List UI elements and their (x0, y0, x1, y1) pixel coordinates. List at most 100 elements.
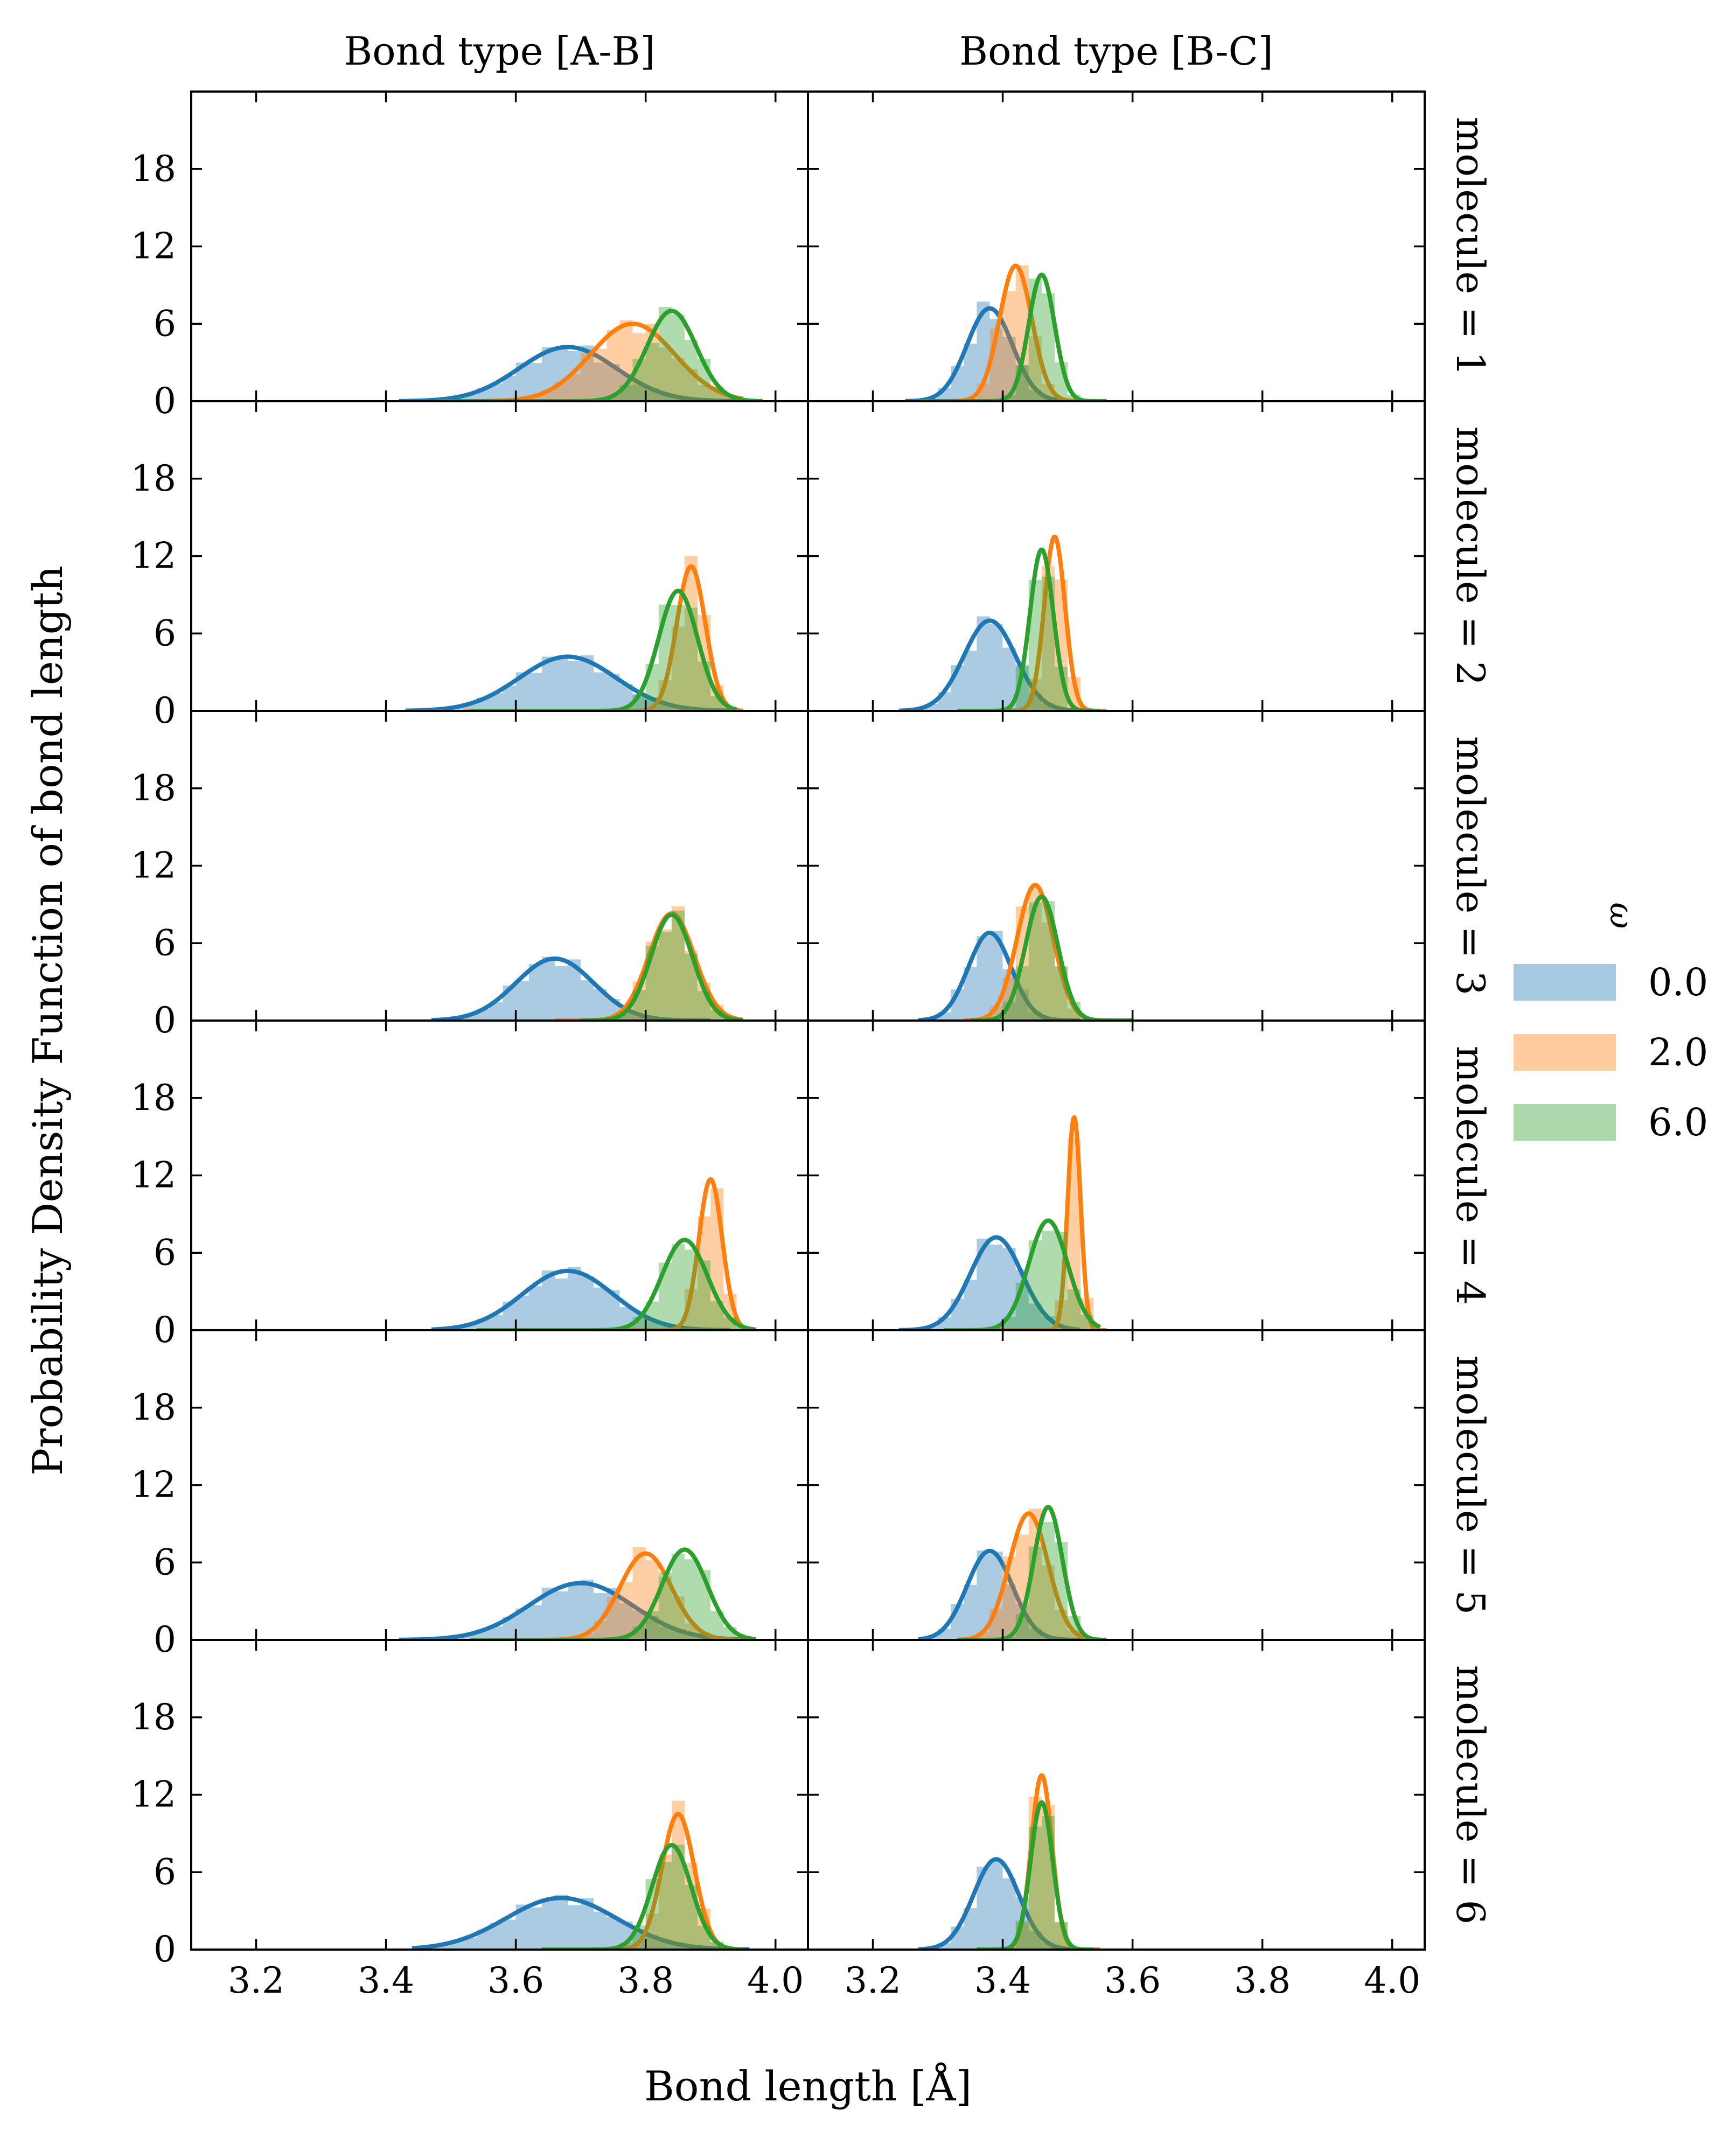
hist-bar-omega-0.0 (503, 1919, 516, 1950)
hist-bar-omega-2.0 (568, 374, 581, 401)
x-tick-label: 3.4 (974, 1960, 1031, 2001)
hist-bar-omega-6.0 (671, 1553, 685, 1640)
hist-bar-omega-0.0 (964, 651, 977, 711)
kde-line-omega-2.0 (463, 564, 744, 711)
legend-label: 6.0 (1648, 1100, 1708, 1144)
row-label: molecule = 1 (1448, 117, 1493, 376)
panel-frame (190, 710, 809, 1022)
y-tick-label: 12 (131, 1774, 176, 1815)
kde-line-omega-2.0 (917, 263, 1095, 401)
kde-line-omega-0.0 (904, 306, 1082, 401)
panel-frame (807, 1639, 1426, 1951)
hist-bar-omega-0.0 (1002, 1878, 1016, 1950)
panel-frame (190, 400, 809, 712)
hist-bar-omega-0.0 (594, 672, 607, 711)
legend-label: 2.0 (1648, 1030, 1708, 1074)
y-tick-label: 0 (154, 1929, 176, 1970)
hist-bar-omega-0.0 (515, 1295, 529, 1330)
hist-bar-omega-0.0 (438, 1944, 451, 1950)
hist-bar-omega-0.0 (541, 956, 555, 1021)
y-tick-label: 6 (154, 1851, 176, 1892)
hist-bar-omega-0.0 (528, 673, 542, 711)
hist-bar-omega-0.0 (554, 658, 568, 711)
hist-bar-omega-6.0 (1041, 1231, 1055, 1330)
panel-mol1-b-c (807, 90, 1426, 402)
hist-bar-omega-0.0 (658, 1324, 672, 1330)
hist-bar-omega-0.0 (964, 1280, 977, 1330)
kde-line-omega-0.0 (897, 1235, 1082, 1330)
x-axis-label: Bond length [Å] (644, 2062, 972, 2110)
hist-bar-omega-0.0 (541, 1898, 555, 1950)
hist-bar-omega-0.0 (554, 348, 568, 401)
hist-bar-omega-0.0 (685, 1634, 698, 1640)
hist-bar-omega-0.0 (464, 1634, 477, 1640)
kde-line-omega-6.0 (956, 547, 1102, 711)
y-tick-label: 6 (154, 303, 176, 344)
kde-line-omega-2.0 (469, 1551, 751, 1640)
hist-bar-omega-0.0 (594, 1287, 607, 1330)
y-tick-label: 0 (154, 380, 176, 422)
kde-line-omega-6.0 (437, 309, 764, 401)
row-label: molecule = 6 (1448, 1665, 1493, 1925)
x-tick-label: 4.0 (1364, 1960, 1420, 2001)
legend: ω 0.0 2.0 6.0 (1514, 903, 1708, 1144)
y-tick-label: 6 (154, 1541, 176, 1583)
hist-bar-omega-0.0 (554, 1895, 568, 1950)
hist-bar-omega-2.0 (606, 330, 620, 401)
column-title: Bond type [B-C] (959, 29, 1273, 74)
hist-bar-omega-6.0 (645, 343, 659, 401)
hist-bar-omega-0.0 (554, 966, 568, 1021)
y-tick-label: 18 (131, 458, 176, 499)
legend-title: ω (1602, 903, 1640, 929)
panel-mol5-a-b (190, 1329, 809, 1641)
hist-bar-omega-0.0 (464, 1324, 477, 1330)
hist-bar-omega-0.0 (977, 936, 990, 1021)
hist-bar-omega-0.0 (989, 624, 1003, 711)
hist-bar-omega-2.0 (658, 347, 672, 401)
panel-mol3-a-b (190, 710, 809, 1022)
panel-mol3-b-c (807, 710, 1426, 1022)
hist-bar-omega-0.0 (606, 1917, 620, 1950)
kde-line-omega-2.0 (956, 534, 1108, 711)
panel-mol2-a-b (190, 400, 809, 712)
y-tick-label: 12 (131, 1155, 176, 1196)
hist-bar-omega-0.0 (581, 980, 594, 1021)
hist-bar-omega-6.0 (1041, 1522, 1055, 1640)
hist-bar-omega-0.0 (528, 1286, 542, 1330)
y-tick-label: 0 (154, 1309, 176, 1351)
kde-line-omega-0.0 (405, 654, 731, 711)
hist-bar-omega-0.0 (671, 1944, 685, 1950)
hist-bar-omega-2.0 (723, 396, 737, 401)
y-tick-label: 0 (154, 1619, 176, 1660)
hist-bar-omega-0.0 (568, 660, 581, 711)
panels-layer (190, 90, 1426, 1951)
y-tick-label: 12 (131, 1464, 176, 1506)
hist-bar-omega-0.0 (541, 657, 555, 711)
y-tick-label: 18 (131, 1696, 176, 1738)
panel-frame (190, 1639, 809, 1951)
hist-bar-omega-0.0 (568, 1905, 581, 1950)
kde-line-omega-2.0 (956, 1511, 1102, 1640)
hist-bar-omega-6.0 (685, 339, 698, 401)
hist-bar-omega-0.0 (515, 981, 529, 1021)
panel-frame (807, 1329, 1426, 1641)
hist-bar-omega-6.0 (671, 1244, 685, 1330)
kde-line-omega-0.0 (398, 345, 750, 401)
panel-mol1-a-b (190, 90, 809, 402)
kde-line-omega-2.0 (981, 1115, 1108, 1330)
panel-mol4-b-c (807, 1019, 1426, 1331)
hist-bar-omega-2.0 (619, 1582, 633, 1640)
hist-bar-omega-6.0 (606, 396, 620, 401)
labels-layer: 0 6 12 18 0 6 12 18 0 6 12 18 0 6 12 18 0 6 12 18 0 6 12 18 3.2 3… (24, 29, 1493, 2110)
legend-swatch-6.0 (1514, 1104, 1616, 1141)
hist-bar-omega-0.0 (464, 1937, 477, 1950)
hist-bar-omega-0.0 (528, 963, 542, 1021)
hist-bar-omega-0.0 (977, 616, 990, 711)
kde-line-omega-0.0 (430, 956, 712, 1021)
kde-line-omega-6.0 (917, 273, 1108, 401)
hist-bar-omega-0.0 (989, 1860, 1003, 1950)
panel-mol4-a-b (190, 1019, 809, 1331)
kde-line-omega-6.0 (956, 1505, 1108, 1640)
hist-bar-omega-2.0 (581, 1633, 594, 1640)
